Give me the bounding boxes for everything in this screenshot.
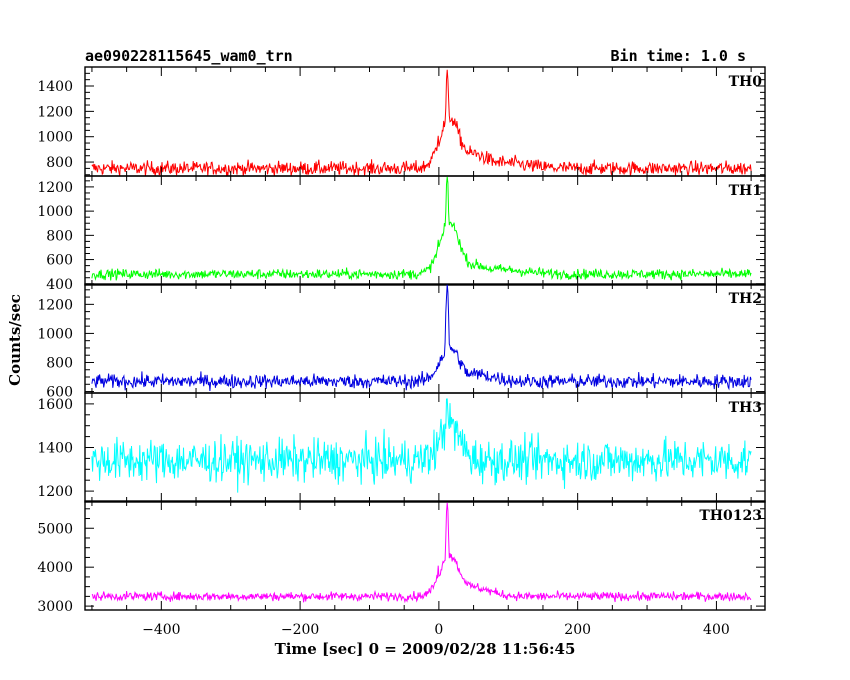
- x-tick-label: 200: [564, 622, 591, 638]
- panels-group: 800 1000 1200 1400 TH0 400 600 800 1000 1200 TH1 60…: [37, 66, 766, 638]
- panel-frame: [84, 175, 766, 286]
- y-tick-label: 1400: [37, 79, 73, 95]
- x-tick-label: 400: [703, 622, 730, 638]
- y-tick-label: 3000: [37, 599, 73, 615]
- panel-frame: [84, 500, 766, 611]
- panel-frame: [84, 66, 766, 177]
- x-axis-label: Time [sec] 0 = 2009/02/28 11:56:45: [275, 640, 576, 658]
- panel-th0123: 3000 4000 5000 TH0123: [37, 500, 766, 615]
- series-line-th0: [91, 69, 752, 177]
- y-tick-label: 800: [46, 355, 73, 371]
- series-line-th2: [91, 283, 752, 392]
- panel-label-th2: TH2: [729, 291, 762, 307]
- series-line-th0123: [91, 502, 752, 604]
- y-tick-label: 1200: [37, 484, 73, 500]
- panel-frame: [84, 392, 766, 503]
- panel-label-th3: TH3: [729, 400, 762, 416]
- chart-title: ae090228115645_wam0_trn: [85, 47, 293, 65]
- y-tick-label: 1400: [37, 441, 73, 457]
- y-tick-label: 1000: [37, 130, 73, 146]
- x-tick-label: −200: [281, 622, 319, 638]
- y-tick-label: 1200: [37, 104, 73, 120]
- panel-th0: 800 1000 1200 1400 TH0: [37, 66, 766, 177]
- series-line-th1: [91, 176, 752, 281]
- y-tick-label: 800: [46, 228, 73, 244]
- panel-label-th0: TH0: [729, 74, 763, 90]
- y-tick-label: 800: [46, 155, 73, 171]
- y-tick-label: 600: [46, 253, 73, 269]
- panel-th2: 600 800 1000 1200 TH2: [37, 283, 766, 401]
- panel-frame: [84, 283, 766, 394]
- y-tick-label: 1000: [37, 326, 73, 342]
- series-line-th3: [91, 398, 752, 493]
- x-tick-label: 0: [434, 622, 443, 638]
- panel-th3: 1200 1400 1600 TH3: [37, 392, 766, 503]
- x-tick-label: −400: [142, 622, 180, 638]
- bin-time-label: Bin time: 1.0 s: [611, 47, 746, 65]
- panel-label-th0123: TH0123: [699, 508, 762, 524]
- y-tick-label: 1200: [37, 180, 73, 196]
- y-axis-label: Counts/sec: [6, 294, 24, 386]
- y-tick-label: 400: [46, 277, 73, 293]
- y-tick-label: 4000: [37, 560, 73, 576]
- y-tick-label: 1200: [37, 297, 73, 313]
- y-tick-label: 5000: [37, 521, 73, 537]
- y-tick-label: 600: [46, 385, 73, 401]
- y-tick-label: 1000: [37, 204, 73, 220]
- panel-label-th1: TH1: [729, 183, 762, 199]
- panel-th1: 400 600 800 1000 1200 TH1: [37, 175, 766, 293]
- y-tick-label: 1600: [37, 397, 73, 413]
